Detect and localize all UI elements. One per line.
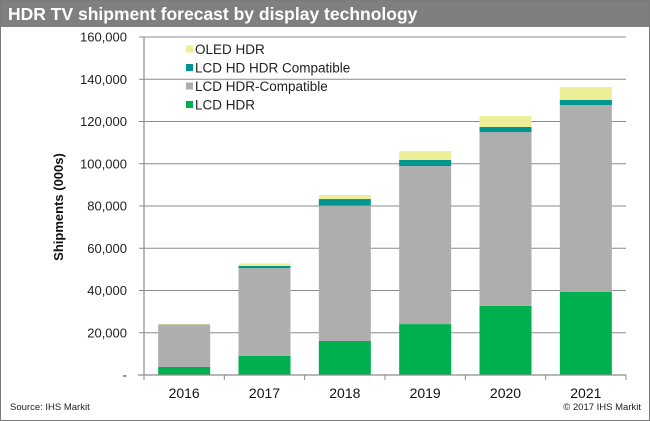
bar-lcd-hdr-2021 — [559, 291, 612, 375]
x-tick-label: 2018 — [329, 385, 360, 401]
bar-stack-2017 — [238, 263, 291, 375]
legend-label: LCD HDR-Compatible — [195, 79, 328, 94]
bar-lcd-hd-hdr-compatible-2017 — [238, 265, 291, 269]
legend-label: LCD HD HDR Compatible — [195, 61, 350, 76]
bar-lcd-hdr-2016 — [158, 366, 211, 375]
bar-stack-2020 — [479, 116, 532, 375]
legend-label: LCD HDR — [195, 98, 255, 113]
bar-stack-2021 — [559, 87, 612, 375]
bar-lcd-hdr-compatible-2019 — [399, 166, 452, 325]
source-note: Source: IHS Markit — [10, 402, 90, 413]
legend-item-oled-hdr: OLED HDR — [186, 42, 265, 57]
y-tick-label: 120,000 — [80, 114, 127, 129]
copyright-note: © 2017 IHS Markit — [563, 402, 641, 413]
chart-title: HDR TV shipment forecast by display tech… — [1, 1, 649, 27]
y-tick-labels: - 20,000 40,000 60,000 80,000 100,000 120,000 1… — [80, 30, 127, 383]
bar-lcd-hdr-compatible-2017 — [238, 268, 291, 356]
legend: OLED HDR LCD HD HDR Compatible LCD HDR-Com… — [186, 42, 350, 113]
bar-lcd-hdr-compatible-2018 — [318, 205, 371, 341]
legend-swatch — [186, 45, 193, 53]
bar-oled-hdr-2021 — [559, 87, 612, 100]
y-axis-title: Shipments (000s) — [51, 153, 66, 261]
bar-oled-hdr-2019 — [399, 151, 452, 160]
bar-stack-2019 — [399, 151, 452, 375]
bars — [158, 87, 612, 375]
bar-lcd-hd-hdr-compatible-2020 — [479, 126, 532, 133]
bar-lcd-hd-hdr-compatible-2021 — [559, 99, 612, 106]
legend-item-lcd-hdr: LCD HDR — [186, 98, 255, 113]
y-tick-label: 80,000 — [87, 199, 127, 214]
x-tick-label: 2021 — [570, 385, 601, 401]
y-tick-label: 140,000 — [80, 72, 127, 87]
legend-swatch — [186, 64, 193, 71]
bar-lcd-hdr-compatible-2016 — [158, 324, 211, 367]
legend-item-lcd-hd-hdr-compatible: LCD HD HDR Compatible — [186, 61, 350, 76]
bar-lcd-hd-hdr-compatible-2018 — [318, 199, 371, 206]
bar-oled-hdr-2020 — [479, 116, 532, 127]
bar-lcd-hdr-compatible-2021 — [559, 105, 612, 292]
y-tick-label: 40,000 — [87, 283, 127, 298]
bar-stack-2016 — [158, 323, 211, 375]
legend-swatch — [186, 101, 193, 108]
bar-oled-hdr-2018 — [318, 195, 371, 200]
x-tick-label: 2020 — [490, 385, 521, 401]
y-tick-label: 60,000 — [87, 241, 127, 256]
bar-lcd-hdr-2017 — [238, 355, 291, 375]
bar-lcd-hdr-2020 — [479, 305, 532, 375]
x-tick-label: 2017 — [249, 385, 280, 401]
bar-stack-2018 — [318, 195, 371, 375]
x-tick-label: 2016 — [169, 385, 200, 401]
legend-label: OLED HDR — [195, 42, 265, 57]
bar-lcd-hdr-2019 — [399, 324, 452, 375]
bar-lcd-hdr-2018 — [318, 340, 371, 375]
bar-oled-hdr-2017 — [238, 263, 291, 266]
bar-oled-hdr-2016 — [158, 323, 211, 325]
gridlines — [144, 36, 626, 334]
y-tick-label: 160,000 — [80, 30, 127, 45]
bar-lcd-hdr-compatible-2020 — [479, 132, 532, 306]
y-tick-label: 100,000 — [80, 156, 127, 171]
bar-lcd-hd-hdr-compatible-2019 — [399, 159, 452, 167]
y-tick-label: - — [123, 368, 127, 383]
legend-swatch — [186, 82, 193, 90]
legend-item-lcd-hdr-compatible: LCD HDR-Compatible — [186, 79, 328, 94]
x-tick-labels: 2016 2017 2018 2019 2020 2021 — [169, 385, 602, 401]
y-tick-label: 20,000 — [87, 325, 127, 340]
x-tick-label: 2019 — [410, 385, 441, 401]
axes — [138, 36, 627, 380]
